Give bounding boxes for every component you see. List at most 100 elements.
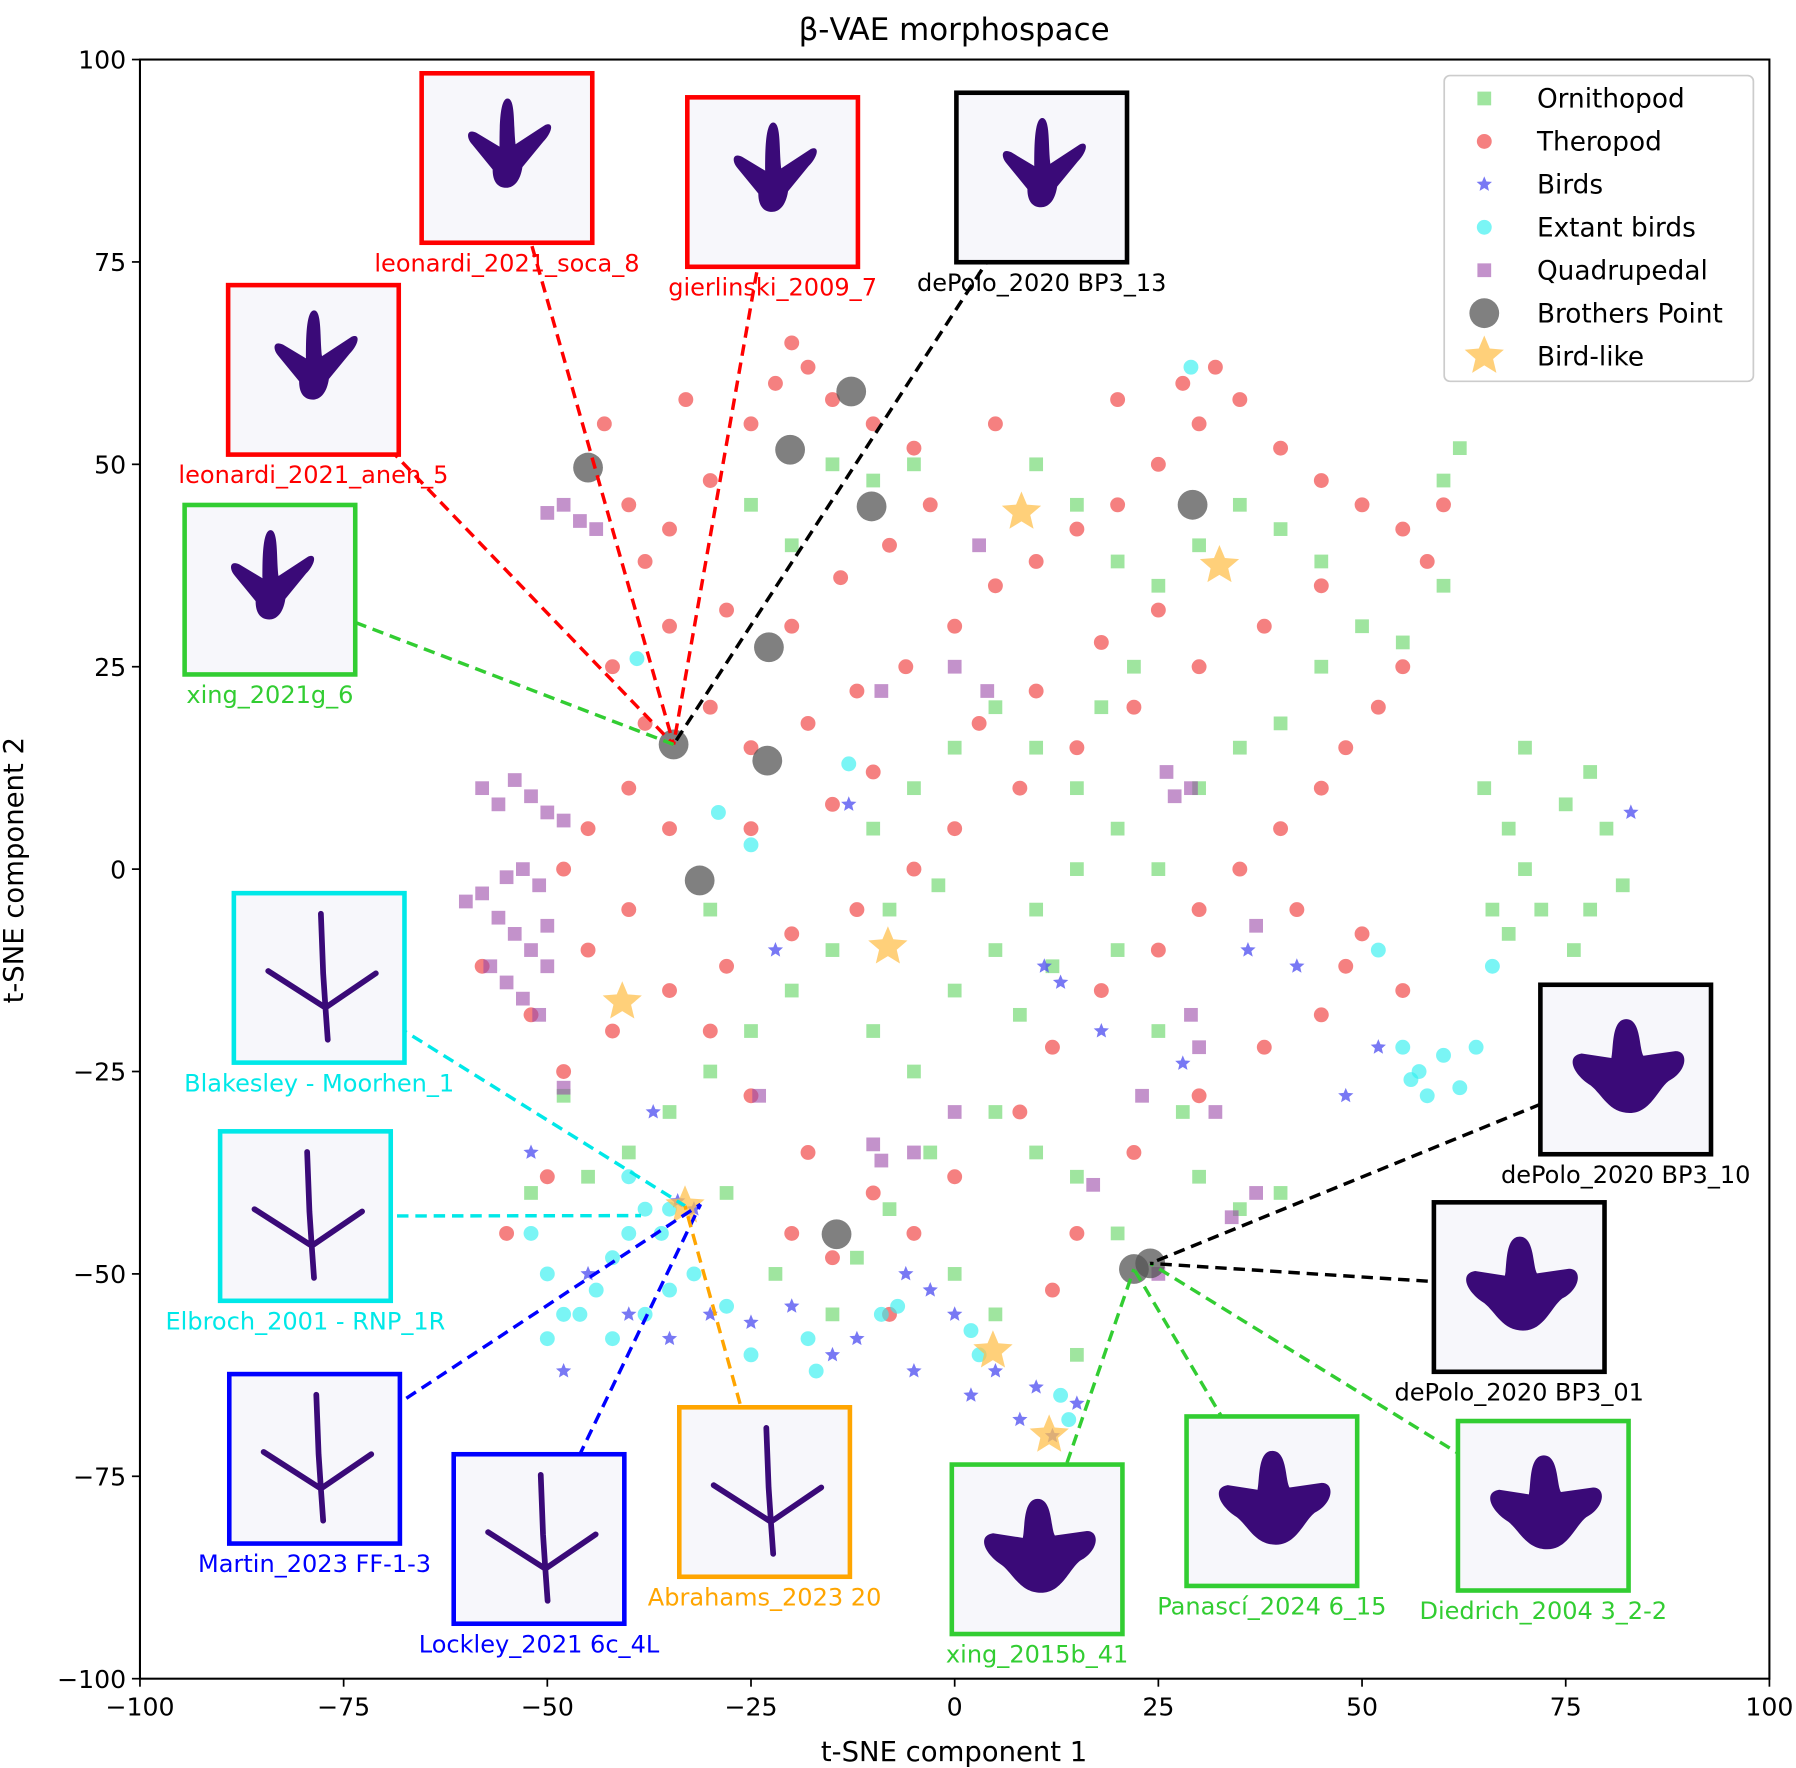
footprint-silhouette bbox=[710, 1425, 825, 1557]
ornithopod-point bbox=[923, 1145, 938, 1160]
theropod-point bbox=[499, 1225, 515, 1241]
ornithopod-point bbox=[524, 1186, 538, 1200]
ornithopod-point bbox=[1175, 1105, 1190, 1119]
theropod-point bbox=[1126, 1145, 1142, 1160]
ornithopod-point bbox=[1110, 821, 1125, 836]
ornithopod-point bbox=[931, 878, 946, 893]
footprint-silhouette bbox=[984, 1498, 1096, 1593]
annotation: leonardi_2021_soca_8 bbox=[374, 70, 676, 745]
theropod-point bbox=[987, 578, 1003, 594]
ornithopod-point bbox=[907, 1064, 921, 1079]
quadrupedal-point bbox=[556, 813, 571, 828]
axis-ticks: −100−100 −75 −75 −50 −50 −25 −25 0 0 25 25 50 50 75 75… bbox=[57, 46, 1793, 1722]
birds-point bbox=[1623, 804, 1639, 819]
footprint-image bbox=[1572, 1019, 1685, 1114]
ornithopod-point bbox=[1599, 821, 1614, 836]
ornithopod-point bbox=[1151, 862, 1166, 876]
theropod-point bbox=[1338, 958, 1354, 974]
annotation-label: Martin_2023 FF-1-3 bbox=[198, 1550, 431, 1578]
legend-marker-extant-birds bbox=[1476, 219, 1492, 235]
theropod-point bbox=[556, 1064, 572, 1079]
ornithopod-point bbox=[866, 821, 881, 836]
ornithopod-point bbox=[988, 1307, 1003, 1322]
footprint-silhouette bbox=[265, 910, 379, 1043]
legend-marker-quadrupedal bbox=[1477, 263, 1492, 278]
annotation: dePolo_2020 BP3_10 bbox=[1149, 982, 1750, 1265]
ornithopod-point bbox=[947, 983, 962, 998]
birds-point bbox=[1240, 942, 1256, 957]
extant-birds-point bbox=[637, 1201, 653, 1217]
theropod-point bbox=[621, 497, 637, 513]
y-tick-label: −25 bbox=[73, 1058, 126, 1087]
theropod-point bbox=[865, 764, 881, 780]
theropod-point bbox=[678, 392, 694, 408]
quadrupedal-point bbox=[516, 991, 530, 1006]
extant-birds-point bbox=[523, 1225, 539, 1241]
birds-point bbox=[898, 1265, 914, 1281]
annotation: xing_2021g_6 bbox=[182, 502, 675, 747]
ornithopod-point bbox=[703, 1064, 718, 1079]
legend-label: Brothers Point bbox=[1537, 299, 1723, 329]
birds-point bbox=[523, 1144, 539, 1159]
quadrupedal-point bbox=[752, 1088, 767, 1103]
extant-birds-point bbox=[1395, 1039, 1411, 1055]
extant-birds-point bbox=[629, 651, 645, 667]
theropod-point bbox=[1354, 926, 1370, 942]
theropod-point bbox=[784, 335, 800, 351]
theropod-point bbox=[719, 602, 735, 618]
ornithopod-point bbox=[1045, 959, 1060, 974]
ornithopod-point bbox=[988, 943, 1003, 957]
extant-birds-point bbox=[539, 1266, 555, 1282]
theropod-point bbox=[719, 958, 735, 974]
annotation-leader-line bbox=[671, 181, 775, 745]
theropod-point bbox=[1150, 456, 1166, 472]
legend-label: Bird-like bbox=[1537, 342, 1644, 372]
theropod-point bbox=[1012, 780, 1028, 796]
theropod-point bbox=[1126, 699, 1142, 715]
quadrupedal-point bbox=[540, 506, 555, 520]
birds-point bbox=[849, 1330, 865, 1346]
birds-point bbox=[555, 1362, 572, 1378]
extant-birds-point bbox=[963, 1323, 979, 1339]
theropod-point bbox=[922, 497, 938, 513]
ornithopod-point bbox=[1501, 821, 1516, 836]
extant-birds-point bbox=[572, 1306, 588, 1322]
brothers-point-point bbox=[684, 865, 715, 896]
theropod-point bbox=[1028, 554, 1044, 569]
bird-like-point bbox=[1001, 491, 1042, 529]
legend-label: Birds bbox=[1537, 171, 1603, 201]
ornithopod-point bbox=[1029, 1145, 1044, 1160]
birds-point bbox=[922, 1282, 938, 1297]
legend: Ornithopod Theropod Birds Extant birds Quadr… bbox=[1443, 74, 1755, 383]
ornithopod-point bbox=[1477, 781, 1492, 796]
theropod-point bbox=[1207, 359, 1223, 375]
ornithopod-point bbox=[1485, 902, 1500, 917]
x-tick-label: −25 bbox=[724, 1692, 777, 1721]
ornithopod-point bbox=[1232, 497, 1247, 512]
quadrupedal-point bbox=[1159, 765, 1174, 779]
footprint-image bbox=[260, 1391, 375, 1524]
ornithopod-point bbox=[825, 943, 840, 957]
ornithopod-point bbox=[1110, 943, 1125, 957]
quadrupedal-point bbox=[573, 514, 587, 528]
legend-box bbox=[1443, 74, 1755, 383]
quadrupedal-point bbox=[1192, 1040, 1206, 1055]
ornithopod-point bbox=[1436, 473, 1451, 488]
quadrupedal-point bbox=[507, 773, 522, 787]
brothers-point-point bbox=[836, 376, 867, 407]
ornithopod-point bbox=[1583, 765, 1598, 779]
annotation: gierlinski_2009_7 bbox=[668, 95, 877, 745]
birds-point bbox=[743, 1314, 759, 1329]
footprint-image bbox=[485, 1471, 599, 1604]
quadrupedal-point bbox=[874, 1153, 889, 1168]
birds-point bbox=[1052, 974, 1069, 989]
annotation-label: xing_2015b_41 bbox=[946, 1641, 1128, 1669]
footprint-silhouette bbox=[1002, 117, 1086, 208]
theropod-point bbox=[605, 1023, 620, 1039]
ornithopod-point bbox=[1151, 1024, 1166, 1038]
annotation-leader-line bbox=[1035, 1268, 1136, 1550]
annotation-label: Panascí_2024 6_15 bbox=[1157, 1593, 1386, 1621]
theropod-point bbox=[1191, 416, 1207, 432]
ornithopod-point bbox=[825, 457, 840, 472]
